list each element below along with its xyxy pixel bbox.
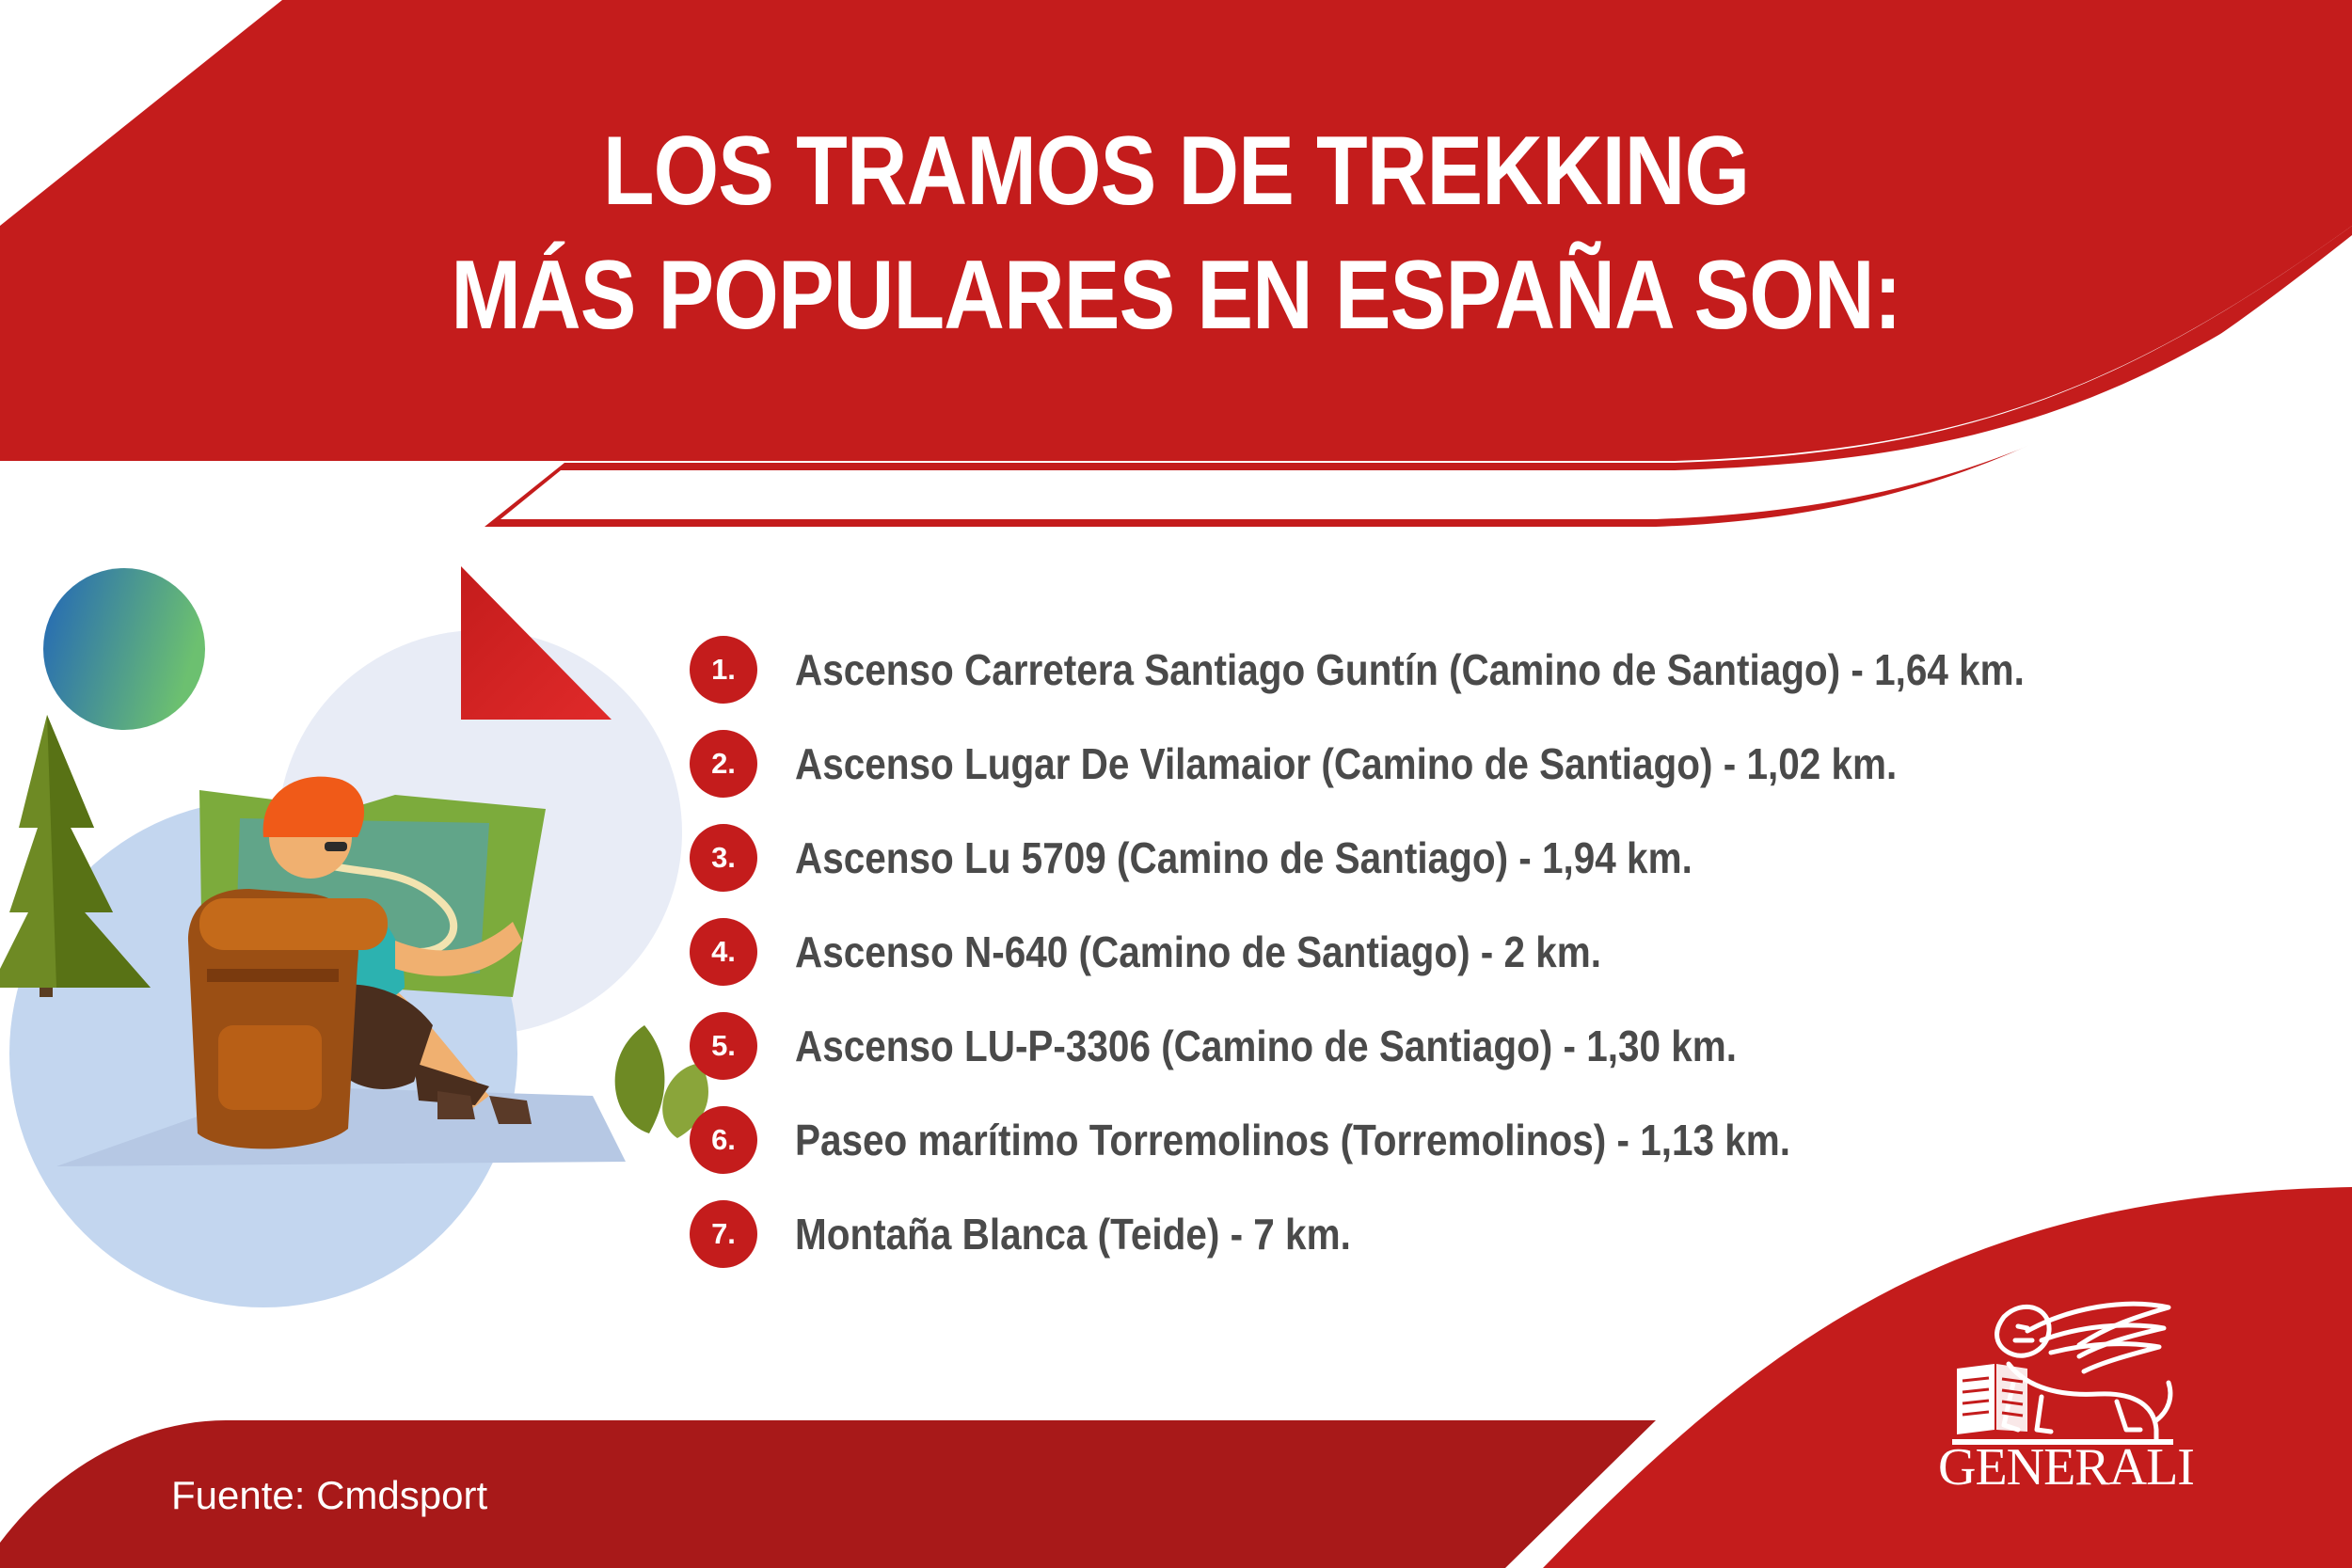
list-item-number: 2.: [690, 730, 757, 798]
list-item: 7. Montaña Blanca (Teide) - 7 km.: [690, 1200, 1426, 1268]
hiker-with-map-icon: [188, 776, 546, 1149]
list-item: 3. Ascenso Lu 5709 (Camino de Santiago) …: [690, 824, 1815, 892]
header-inner-white: [501, 246, 2352, 519]
pine-tree-icon: [0, 715, 151, 997]
page-title-line2: MÁS POPULARES EN ESPAÑA SON:: [451, 241, 1901, 350]
list-item-text: Ascenso N-640 (Camino de Santiago) - 2 k…: [795, 927, 1602, 976]
source-credit: Fuente: Cmdsport: [171, 1473, 488, 1517]
list-item-number: 4.: [690, 918, 757, 986]
top-left-corner: [0, 0, 282, 226]
list-item-number: 3.: [690, 824, 757, 892]
list-item-text: Ascenso Carretera Santiago Guntín (Camin…: [795, 645, 2025, 694]
list-item-text: Paseo marítimo Torremolinos (Torremolino…: [795, 1116, 1790, 1164]
footer-band: [0, 1420, 1656, 1568]
list-item: 6. Paseo marítimo Torremolinos (Torremol…: [690, 1106, 1926, 1174]
list-item-text: Ascenso Lu 5709 (Camino de Santiago) - 1…: [795, 833, 1692, 882]
bottom-right-wave: [1543, 1187, 2352, 1568]
flag-icon: [461, 566, 612, 720]
list-item-number: 5.: [690, 1012, 757, 1080]
brand-logo-text: GENERALI: [1938, 1438, 2195, 1497]
list-item-number: 7.: [690, 1200, 757, 1268]
list-item-text: Ascenso Lugar De Vilamaior (Camino de Sa…: [795, 739, 1898, 788]
list-item: 5. Ascenso LU-P-3306 (Camino de Santiago…: [690, 1012, 1866, 1080]
header-band: [0, 0, 2352, 461]
list-item: 1. Ascenso Carretera Santiago Guntín (Ca…: [690, 636, 2192, 704]
list-item: 2. Ascenso Lugar De Vilamaior (Camino de…: [690, 730, 2047, 798]
list-item: 4. Ascenso N-640 (Camino de Santiago) - …: [690, 918, 1711, 986]
lion-logo-icon: [1952, 1301, 2173, 1445]
header-accent-line: [485, 226, 2352, 527]
sun-orb-icon: [43, 568, 205, 730]
list-item-text: Montaña Blanca (Teide) - 7 km.: [795, 1210, 1351, 1259]
list-item-number: 6.: [690, 1106, 757, 1174]
page-title-line1: LOS TRAMOS DE TREKKING: [602, 117, 1750, 226]
list-item-number: 1.: [690, 636, 757, 704]
list-item-text: Ascenso LU-P-3306 (Camino de Santiago) -…: [795, 1022, 1738, 1070]
